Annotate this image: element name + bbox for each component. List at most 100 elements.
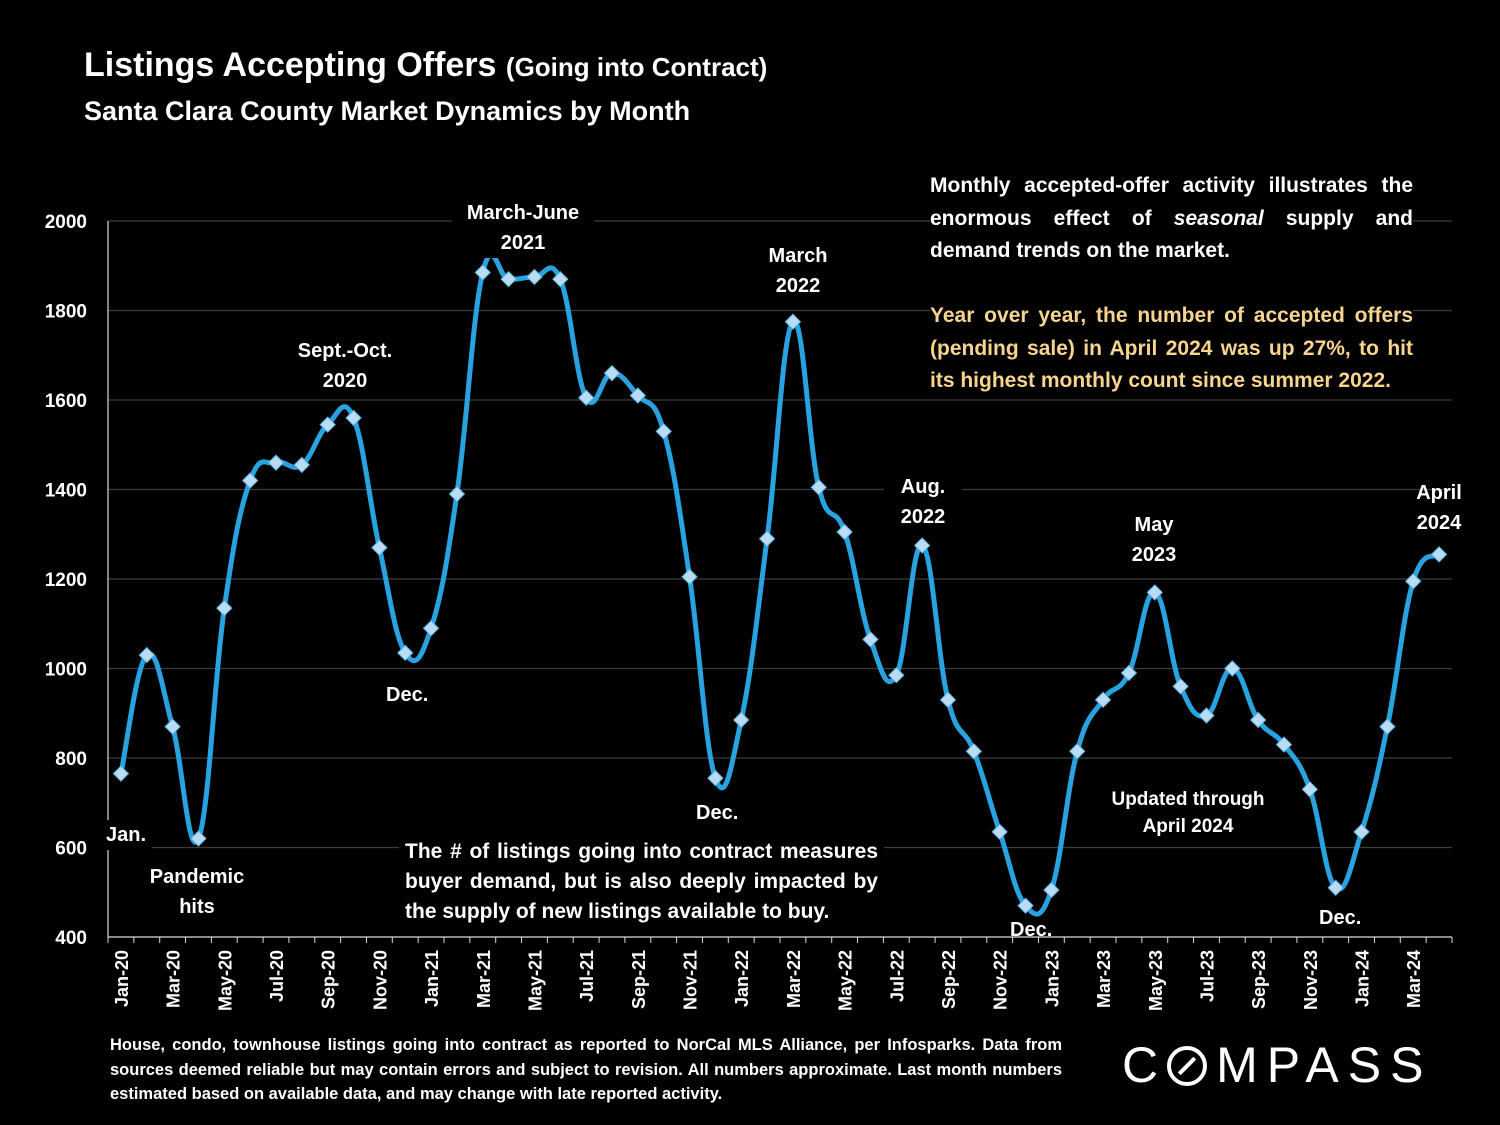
x-tick-label: Nov-21: [681, 950, 701, 1010]
data-point-May-21: [526, 268, 543, 286]
data-point-Jul-22: [888, 667, 905, 684]
data-point-Dec-21: [707, 769, 724, 787]
data-point-Jun-20: [241, 472, 259, 489]
data-point-Oct-21: [655, 423, 672, 440]
data-point-Jan-23: [1043, 881, 1060, 899]
data-point-Nov-21: [681, 568, 698, 585]
x-tick-label: Jan-24: [1353, 950, 1373, 1007]
data-point-May-23: [1146, 584, 1163, 601]
data-point-Feb-23: [1069, 743, 1086, 760]
x-tick-label: Jan-21: [422, 950, 442, 1007]
annotation-dec-2020: Dec.: [380, 680, 435, 710]
annotation-dec-2023: Dec.: [1319, 907, 1362, 929]
x-tick-label: Mar-24: [1404, 950, 1424, 1008]
source-footnote: House, condo, townhouse listings going i…: [110, 1036, 1062, 1103]
data-point-Apr-20: [190, 830, 207, 847]
data-point-Jun-21: [552, 270, 569, 288]
data-point-Jun-22: [862, 631, 879, 648]
x-tick-label: Sep-23: [1249, 950, 1269, 1009]
x-tick-label: May-21: [525, 950, 545, 1011]
data-point-Dec-22: [1017, 897, 1034, 914]
x-tick-label: May-20: [215, 950, 235, 1011]
chart-title: Listings Accepting Offers (Going into Co…: [84, 46, 767, 85]
y-tick-label: 1000: [45, 660, 87, 681]
x-tick-label: Sep-20: [319, 950, 339, 1009]
x-tick-label: Sep-22: [939, 950, 959, 1009]
annotation-dec-2021: Dec.: [690, 798, 745, 828]
x-tick-label: Jul-23: [1197, 950, 1217, 1002]
data-point-Dec-23: [1327, 879, 1344, 896]
x-tick-label: Jan-23: [1042, 950, 1062, 1007]
data-point-Nov-22: [991, 823, 1008, 841]
note-yoy: Year over year, the number of accepted o…: [930, 300, 1413, 398]
data-point-Apr-24: [1430, 546, 1448, 563]
note-emphasis: seasonal: [1173, 206, 1264, 230]
data-point-Nov-23: [1301, 781, 1319, 798]
updated-through-label: Updated through April 2024: [1111, 789, 1265, 837]
x-tick-label: Mar-22: [784, 950, 804, 1008]
annotation-sept-oct-2020: Sept.-Oct. 2020: [272, 336, 418, 396]
annotation-jan-2020: Jan.: [100, 820, 153, 850]
data-point-Jan-21: [422, 620, 440, 637]
x-tick-label: Nov-23: [1301, 950, 1321, 1010]
data-point-Mar-21: [474, 264, 491, 281]
note-seasonal: Monthly accepted-offer activity illustra…: [930, 170, 1413, 268]
data-point-Nov-20: [371, 539, 388, 556]
data-point-Mar-24: [1405, 573, 1422, 590]
x-tick-label: May-22: [836, 950, 856, 1011]
x-tick-label: Jul-22: [887, 950, 907, 1002]
data-point-Aug-20: [293, 456, 311, 474]
data-point-Apr-22: [810, 479, 827, 496]
x-tick-label: Mar-23: [1094, 950, 1114, 1008]
data-point-Feb-20: [138, 646, 155, 664]
x-tick-label: Nov-22: [991, 950, 1011, 1010]
data-point-Apr-21: [500, 270, 517, 288]
y-tick-label: 2000: [45, 212, 87, 233]
y-tick-label: 600: [55, 839, 87, 860]
y-tick-label: 1800: [45, 302, 87, 323]
x-tick-label: Jul-20: [267, 950, 287, 1002]
data-point-Sep-20: [319, 416, 336, 433]
annotation-dec-2022: Dec.: [1010, 919, 1053, 941]
x-tick-label: Nov-20: [370, 950, 390, 1010]
data-point-Oct-23: [1275, 736, 1293, 753]
gridlines: [108, 220, 1452, 849]
data-point-Aug-21: [603, 364, 621, 382]
data-point-May-22: [836, 523, 853, 541]
data-point-Aug-23: [1224, 660, 1241, 677]
data-point-Jan-22: [733, 711, 750, 729]
data-point-Jan-24: [1353, 823, 1370, 841]
y-tick-label: 800: [55, 749, 87, 770]
x-tick-label: Mar-20: [164, 950, 184, 1008]
compass-logo: C MPASS: [1122, 1037, 1433, 1093]
chart-title-main: Listings Accepting Offers: [84, 46, 497, 84]
data-point-Sep-22: [939, 691, 957, 709]
data-point-Jul-20: [267, 454, 285, 471]
chart-title-suffix: (Going into Contract): [505, 52, 768, 82]
data-point-Jun-23: [1172, 678, 1189, 695]
x-tick-label: May-23: [1146, 950, 1166, 1011]
data-point-Jul-21: [577, 389, 595, 406]
data-point-May-20: [216, 599, 233, 617]
axes: [107, 221, 1453, 943]
annotation-may-2023: May 2023: [1118, 510, 1190, 570]
data-point-Apr-23: [1120, 664, 1138, 682]
data-point-Jul-23: [1198, 707, 1215, 724]
annotation-april-2024: April 2024: [1416, 482, 1462, 534]
annotation-march-2022: March 2022: [756, 241, 840, 301]
y-tick-label: 1400: [45, 481, 87, 502]
note-demand: The # of listings going into contract me…: [399, 837, 884, 927]
data-point-Feb-21: [448, 485, 466, 503]
data-point-Sep-21: [629, 387, 647, 404]
data-markers: [112, 264, 1448, 914]
x-tick-label: Jan-20: [112, 950, 132, 1007]
data-point-Aug-22: [913, 537, 931, 554]
chart-subtitle: Santa Clara County Market Dynamics by Mo…: [84, 96, 691, 126]
x-tick-label: Sep-21: [629, 950, 649, 1009]
data-point-Feb-22: [758, 530, 776, 547]
data-point-Jan-20: [112, 765, 130, 782]
data-point-Sep-23: [1249, 711, 1267, 729]
y-tick-label: 1200: [45, 570, 87, 591]
data-point-Mar-22: [784, 313, 802, 330]
